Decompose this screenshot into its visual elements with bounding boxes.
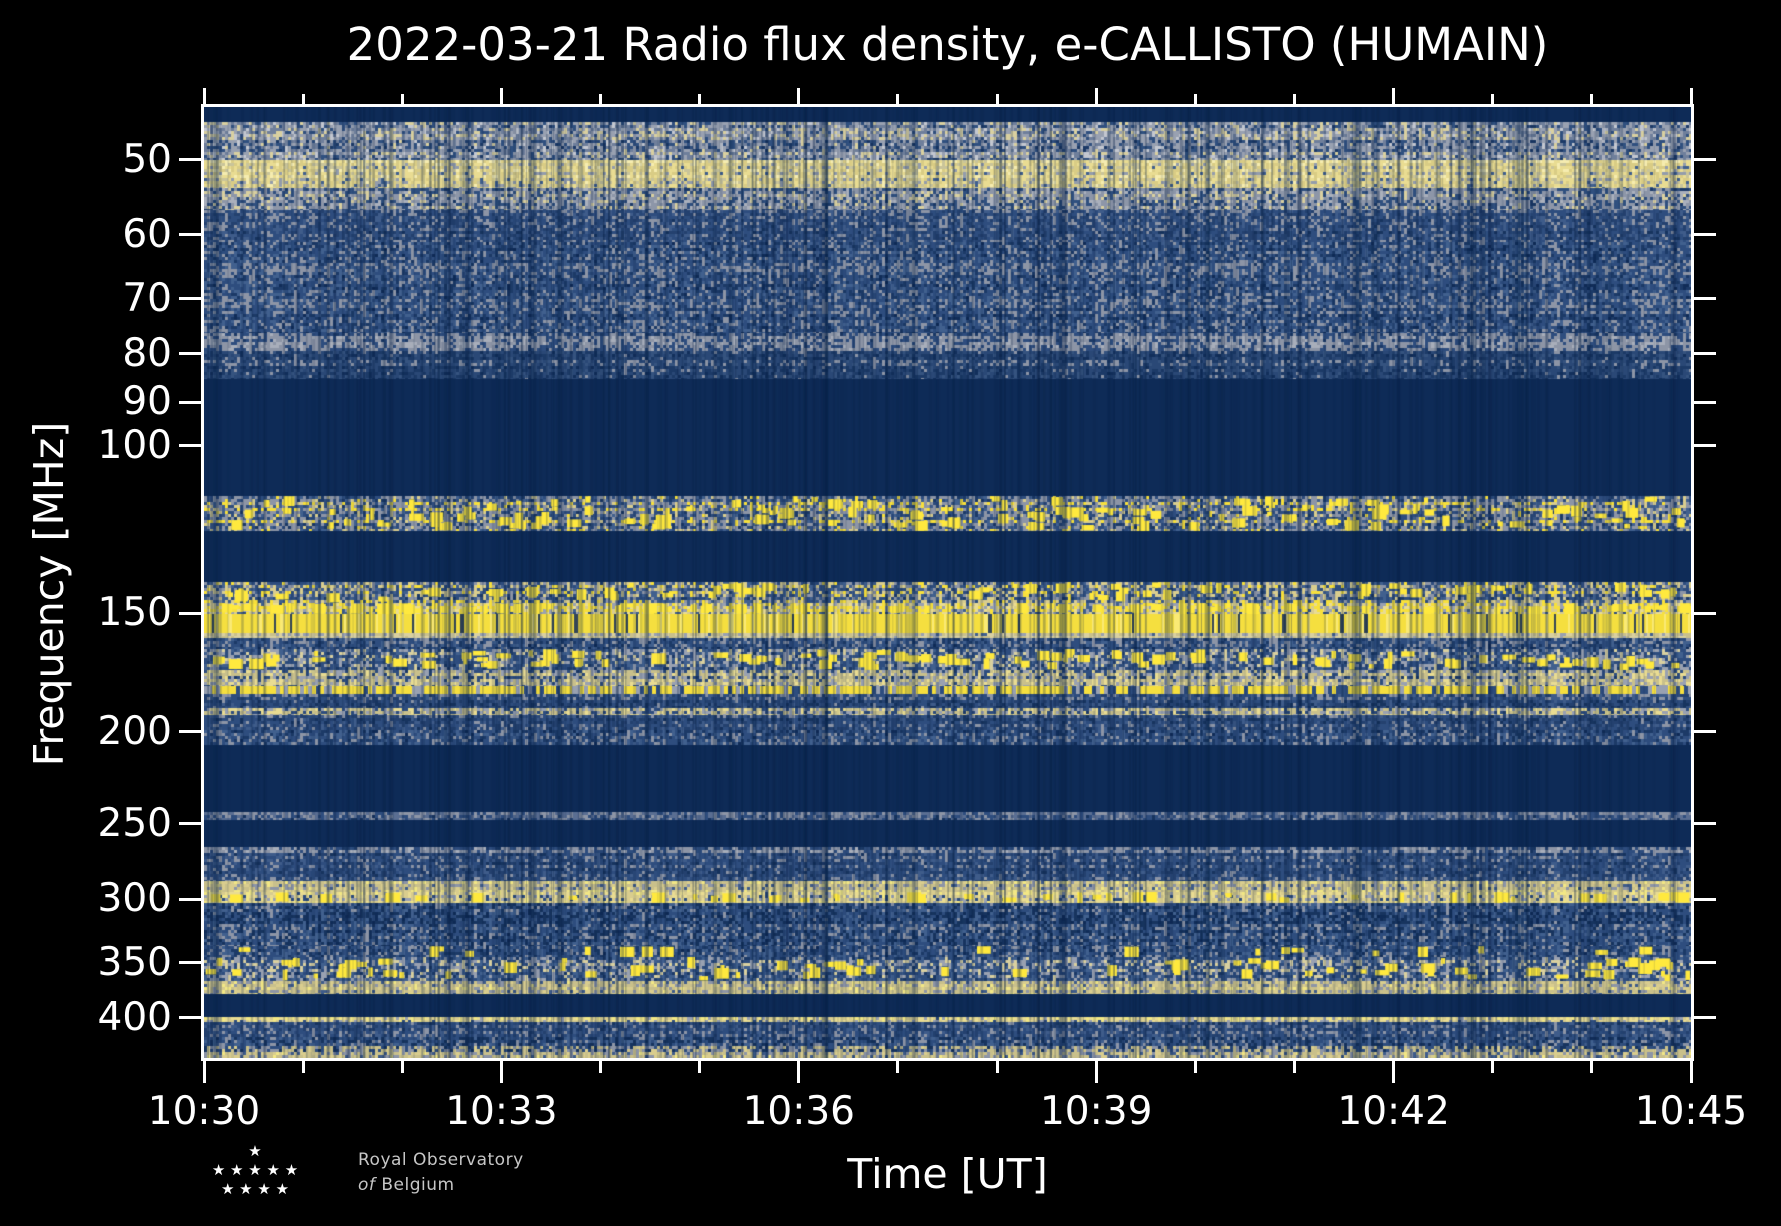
y-tick-left [179, 158, 201, 162]
x-tick-major [797, 1061, 801, 1083]
y-tick-right [1694, 352, 1716, 356]
x-tick-label: 10:36 [742, 1089, 855, 1134]
logo-star-row: ★ ★ ★ ★ ★ [211, 1161, 299, 1179]
x-tick-label: 10:45 [1634, 1089, 1748, 1134]
x-tick-major-top [1094, 88, 1098, 104]
y-tick-left [179, 233, 201, 237]
y-tick-left [179, 611, 201, 615]
x-tick-major [1094, 1061, 1098, 1083]
y-tick-label: 60 [122, 211, 172, 257]
x-tick-label: 10:33 [445, 1089, 558, 1134]
x-tick-minor [698, 1061, 702, 1073]
x-tick-minor-top [1491, 94, 1495, 104]
x-axis-label: Time [UT] [847, 1150, 1048, 1198]
x-tick-minor [599, 1061, 603, 1073]
logo-star-row: ★ ★ ★ ★ [220, 1180, 290, 1198]
y-tick-left [179, 444, 201, 448]
y-tick-left [179, 961, 201, 965]
y-tick-label: 70 [122, 275, 172, 321]
y-tick-left [179, 822, 201, 826]
chart-title: 2022-03-21 Radio flux density, e-CALLIST… [346, 18, 1549, 71]
y-tick-right [1694, 158, 1716, 162]
y-tick-label: 50 [122, 136, 172, 182]
x-tick-minor-top [1590, 94, 1594, 104]
y-tick-left [179, 400, 201, 404]
y-tick-label: 250 [97, 800, 172, 846]
x-tick-minor-top [995, 94, 999, 104]
y-tick-label: 90 [122, 379, 172, 425]
x-tick-minor [400, 1061, 404, 1073]
x-tick-minor-top [599, 94, 603, 104]
y-tick-label: 100 [97, 422, 172, 468]
x-tick-major-top [1392, 88, 1396, 104]
x-tick-minor [1491, 1061, 1495, 1073]
y-tick-left [179, 1016, 201, 1020]
x-tick-minor [1292, 1061, 1296, 1073]
y-tick-right [1694, 400, 1716, 404]
x-tick-minor-top [301, 94, 305, 104]
x-tick-major [1392, 1061, 1396, 1083]
y-tick-left [179, 297, 201, 301]
logo-star-row: ★ [248, 1142, 262, 1160]
y-tick-right [1694, 297, 1716, 301]
logo-name-line1: Royal Observatory [358, 1150, 524, 1170]
x-tick-minor-top [698, 94, 702, 104]
x-tick-major [202, 1061, 206, 1083]
y-tick-label: 150 [97, 590, 172, 636]
y-tick-label: 200 [97, 708, 172, 754]
y-tick-right [1694, 730, 1716, 734]
rob-logo-stars: ★ ★ ★ ★ ★ ★ ★ ★ ★ ★ [205, 1142, 305, 1199]
y-tick-left [179, 352, 201, 356]
x-tick-minor-top [1193, 94, 1197, 104]
y-tick-label: 80 [122, 330, 172, 376]
y-tick-right [1694, 444, 1716, 448]
x-tick-minor [995, 1061, 999, 1073]
x-tick-minor [896, 1061, 900, 1073]
x-tick-minor [1193, 1061, 1197, 1073]
x-tick-label: 10:42 [1337, 1089, 1450, 1134]
x-tick-minor-top [896, 94, 900, 104]
x-tick-major-top [1689, 88, 1693, 104]
x-tick-major-top [202, 88, 206, 104]
y-tick-left [179, 730, 201, 734]
y-tick-right [1694, 961, 1716, 965]
x-tick-major [499, 1061, 503, 1083]
y-tick-label: 300 [97, 876, 172, 922]
x-tick-label: 10:30 [147, 1089, 261, 1134]
y-tick-right [1694, 233, 1716, 237]
x-tick-minor [301, 1061, 305, 1073]
x-tick-minor-top [1292, 94, 1296, 104]
y-tick-label: 400 [97, 994, 172, 1040]
y-tick-right [1694, 611, 1716, 615]
logo-name-line2: of Belgium [358, 1175, 455, 1195]
y-tick-right [1694, 1016, 1716, 1020]
spectrogram-canvas [204, 107, 1691, 1058]
rob-logo-text: Royal Observatory of Belgium [358, 1148, 524, 1198]
y-tick-right [1694, 822, 1716, 826]
x-tick-major [1689, 1061, 1693, 1083]
y-tick-left [179, 897, 201, 901]
plot-area [201, 104, 1694, 1061]
x-tick-minor-top [400, 94, 404, 104]
x-tick-label: 10:39 [1039, 1089, 1153, 1134]
x-tick-minor [1590, 1061, 1594, 1073]
x-tick-major-top [499, 88, 503, 104]
y-tick-label: 350 [97, 939, 172, 985]
y-tick-right [1694, 897, 1716, 901]
x-tick-major-top [797, 88, 801, 104]
